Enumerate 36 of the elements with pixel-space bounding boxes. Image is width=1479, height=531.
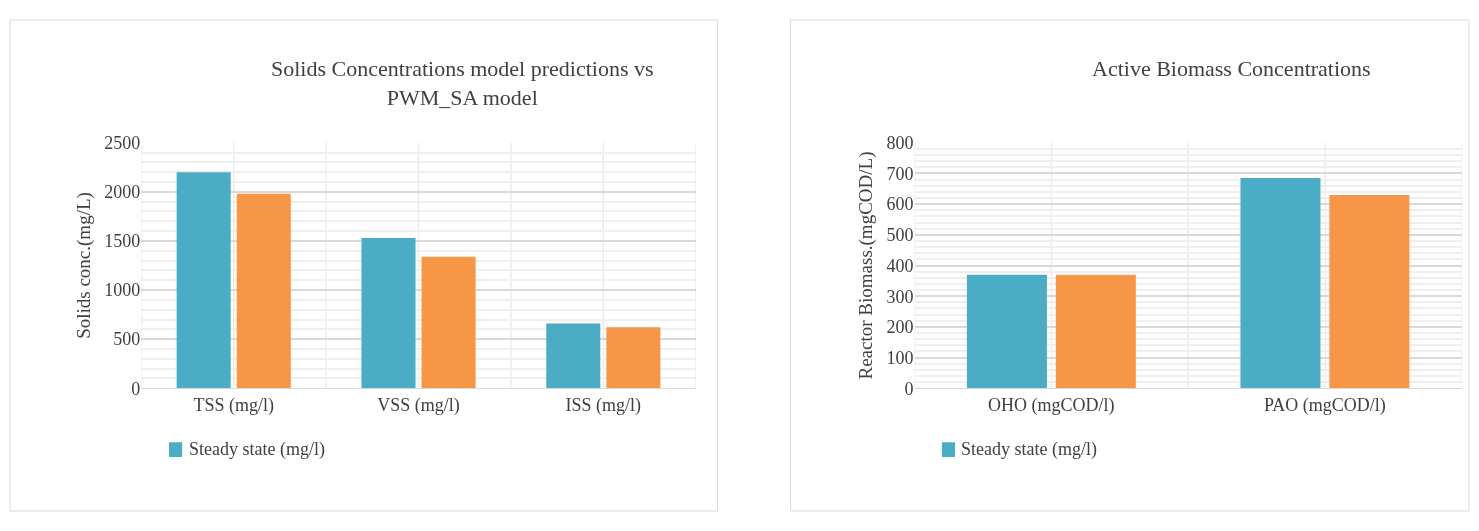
y-tick-label: 0 (131, 378, 141, 399)
y-tick-label: 500 (113, 329, 141, 350)
bar (606, 327, 661, 389)
y-tick-label: 600 (886, 194, 914, 215)
legend-label: Steady state (mg/l) (189, 439, 325, 460)
bar (1240, 178, 1321, 389)
bar (966, 274, 1047, 389)
chart-title: Active Biomass Concentrations (1092, 56, 1371, 81)
y-tick-label: 100 (886, 347, 914, 368)
y-tick-label: 2000 (104, 182, 141, 203)
bar (236, 193, 291, 389)
y-tick-label: 800 (886, 133, 914, 154)
bar (421, 256, 476, 389)
bar (361, 238, 416, 389)
y-tick-label: 0 (904, 378, 914, 399)
y-tick-label: 2500 (104, 133, 141, 154)
bar (546, 323, 601, 389)
bar (1055, 274, 1136, 389)
y-tick-label: 500 (886, 225, 914, 246)
x-tick-label: TSS (mg/l) (193, 394, 274, 416)
x-tick-label: PAO (mgCOD/l) (1263, 394, 1386, 416)
y-axis-title: Reactor Biomass.(mgCOD/L) (855, 151, 878, 380)
y-axis-title: Solids conc.(mg/L) (73, 192, 96, 339)
x-tick-label: OHO (mgCOD/l) (988, 394, 1115, 416)
bar (176, 172, 231, 389)
legend-label: Steady state (mg/l) (961, 439, 1097, 460)
x-tick-label: VSS (mg/l) (377, 394, 460, 416)
chart-title: Solids Concentrations model predictions vs PWM_SA model (271, 56, 654, 110)
y-tick-label: 1000 (104, 280, 141, 301)
y-tick-label: 200 (886, 317, 914, 338)
y-tick-label: 400 (886, 255, 914, 276)
y-tick-label: 1500 (104, 231, 141, 252)
y-tick-label: 300 (886, 286, 914, 307)
bar (1329, 194, 1410, 389)
y-tick-label: 700 (886, 163, 914, 184)
x-tick-label: ISS (mg/l) (565, 394, 642, 416)
